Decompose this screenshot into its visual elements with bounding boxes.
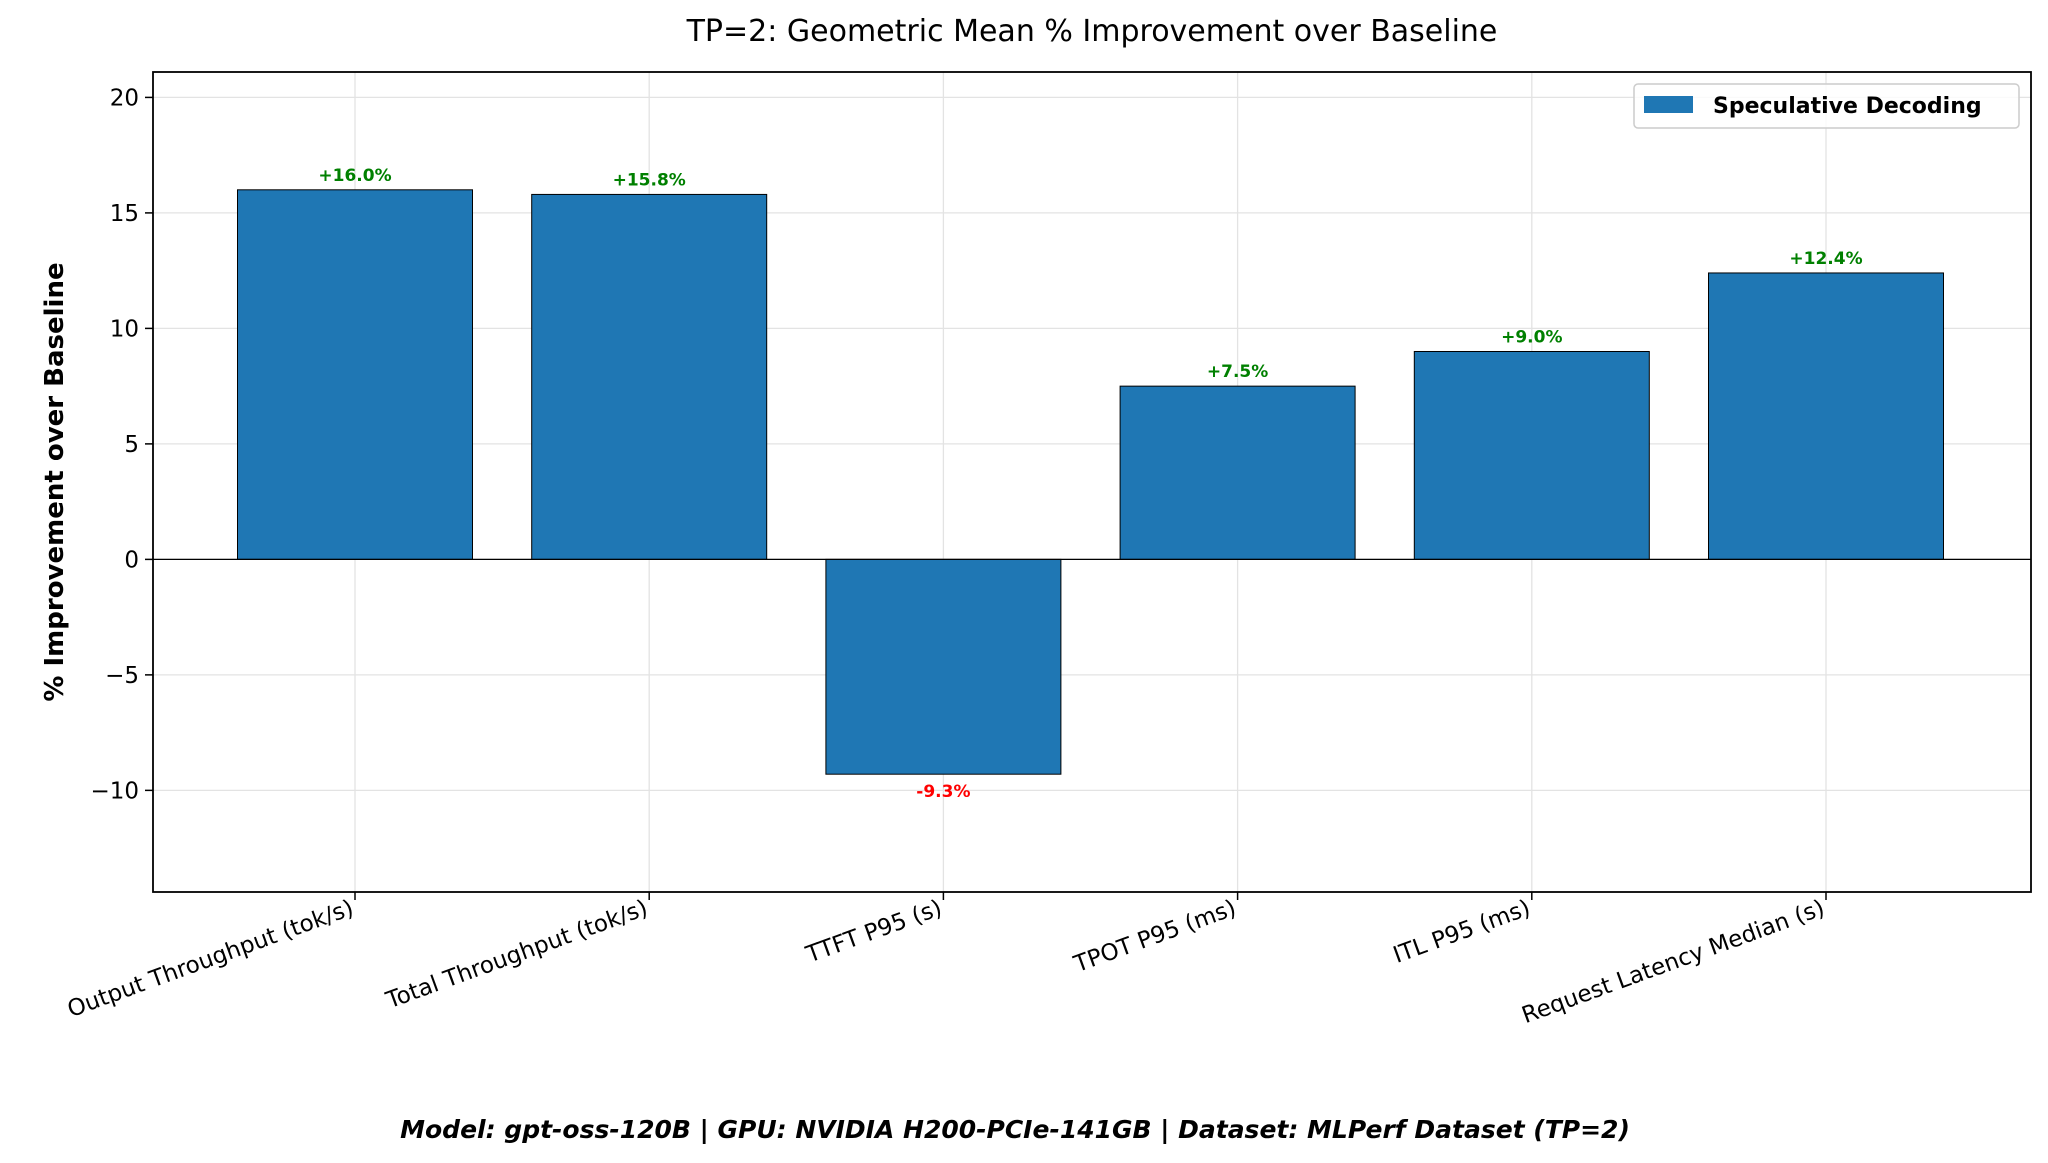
x-tick-label: ITL P95 (ms) [1390,895,1534,969]
y-axis-label: % Improvement over Baseline [40,262,70,701]
legend-label: Speculative Decoding [1713,94,1982,119]
y-tick-label: −5 [105,663,139,689]
data-label: +16.0% [318,166,391,186]
data-label: +15.8% [613,170,686,190]
data-label: +7.5% [1207,362,1268,382]
x-tick-label: TTFT P95 (s) [802,895,946,968]
legend-swatch [1644,96,1693,113]
y-axis: −10 −5 0 5 10 15 20 [90,85,153,804]
legend-box [1633,83,2020,129]
data-label: -9.3% [916,782,970,802]
footer-caption: Model: gpt-oss-120B | GPU: NVIDIA H200-P… [400,1115,1630,1144]
plot-frame [152,71,2032,893]
legend: Speculative Decoding [1633,83,2020,129]
y-tick-label: −10 [90,778,139,804]
x-tick-label: TPOT P95 (ms) [1070,895,1240,978]
y-tick-label: 15 [110,201,139,227]
bar [531,193,768,560]
y-tick-label: 20 [110,85,139,111]
bar [1119,385,1356,560]
bar [1708,272,1944,560]
bar [825,558,1062,775]
x-tick-label: Total Throughput (tok/s) [382,895,651,1014]
bar [237,189,473,560]
y-tick-label: 5 [124,432,139,458]
chart-title: TP=2: Geometric Mean % Improvement over … [686,14,1498,49]
x-tick-label: Request Latency Median (s) [1519,895,1828,1029]
y-tick-label: 10 [110,316,139,342]
data-label: +12.4% [1789,249,1862,269]
bars [237,189,1944,775]
x-tick-label: Output Throughput (tok/s) [64,895,357,1023]
bar [1413,350,1650,560]
y-tick-label: 0 [124,547,139,573]
x-axis: Output Throughput (tok/s) Total Throughpu… [64,892,1828,1029]
data-labels: +16.0% +15.8% -9.3% +7.5% +9.0% +12.4% [318,166,1862,802]
data-label: +9.0% [1501,327,1562,347]
